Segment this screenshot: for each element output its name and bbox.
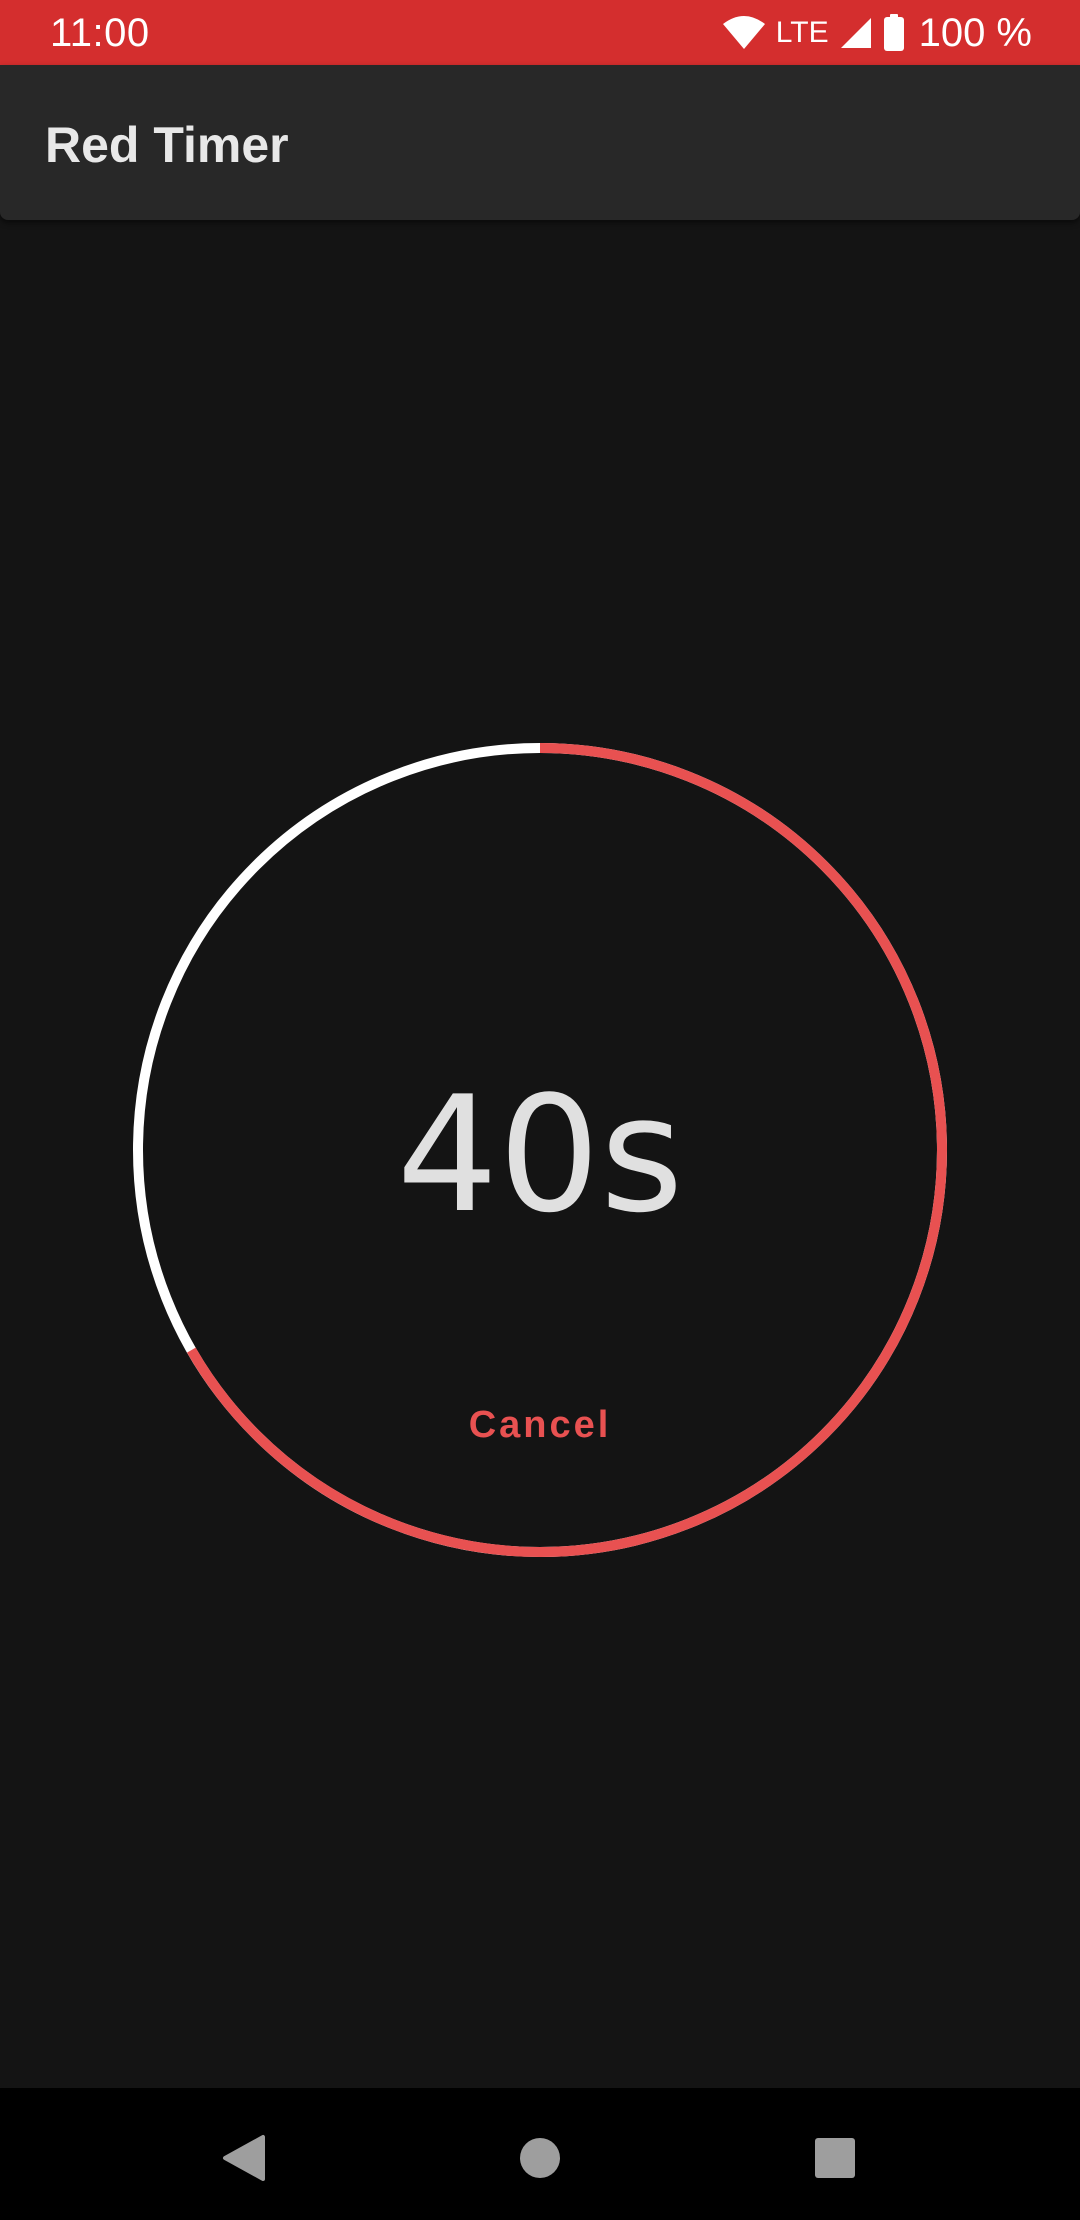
recents-button[interactable] [795,2118,875,2198]
timer-value: 40s [396,1061,684,1248]
app-bar: Red Timer [0,65,1080,220]
back-button[interactable] [205,2118,285,2198]
home-button[interactable] [500,2118,580,2198]
page-title: Red Timer [45,117,289,173]
home-icon [520,2138,560,2178]
recents-icon [815,2138,855,2178]
network-type-label: LTE [775,16,829,49]
timer-progress-arc [133,743,947,1557]
status-time: 11:00 [50,11,150,55]
battery-icon [883,14,904,51]
wifi-icon [722,16,765,49]
back-icon [223,2135,265,2181]
cancel-button[interactable]: Cancel [440,1395,640,1455]
timer-progress-ring [133,743,947,1557]
navigation-bar [0,2088,1080,2220]
status-icons: LTE 100 % [722,8,1032,58]
battery-percentage: 100 % [918,11,1032,55]
status-bar: 11:00 LTE 100 % [0,0,1080,65]
signal-icon [840,18,871,48]
